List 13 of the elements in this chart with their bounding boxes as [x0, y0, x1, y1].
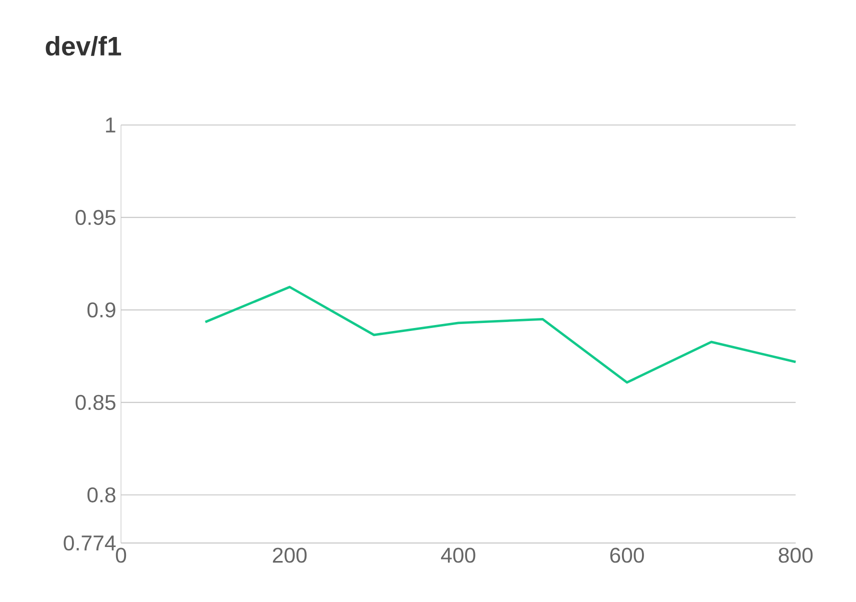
x-tick-label: 800: [778, 548, 813, 563]
y-tick-label: 0.774: [64, 535, 116, 551]
x-tick-label: 0: [116, 548, 126, 563]
y-tick-label: 0.85: [76, 394, 116, 410]
x-tick-label: 600: [610, 548, 644, 563]
y-tick-label: 1: [106, 118, 116, 132]
x-tick-label: 200: [272, 548, 307, 563]
y-tick-label: 0.8: [87, 487, 116, 502]
line-series: [204, 286, 797, 384]
x-tick-label: 400: [441, 548, 476, 563]
y-tick-label: 0.95: [76, 210, 116, 226]
chart-title: dev/f1: [46, 36, 122, 56]
y-tick-label: 0.9: [87, 302, 116, 318]
